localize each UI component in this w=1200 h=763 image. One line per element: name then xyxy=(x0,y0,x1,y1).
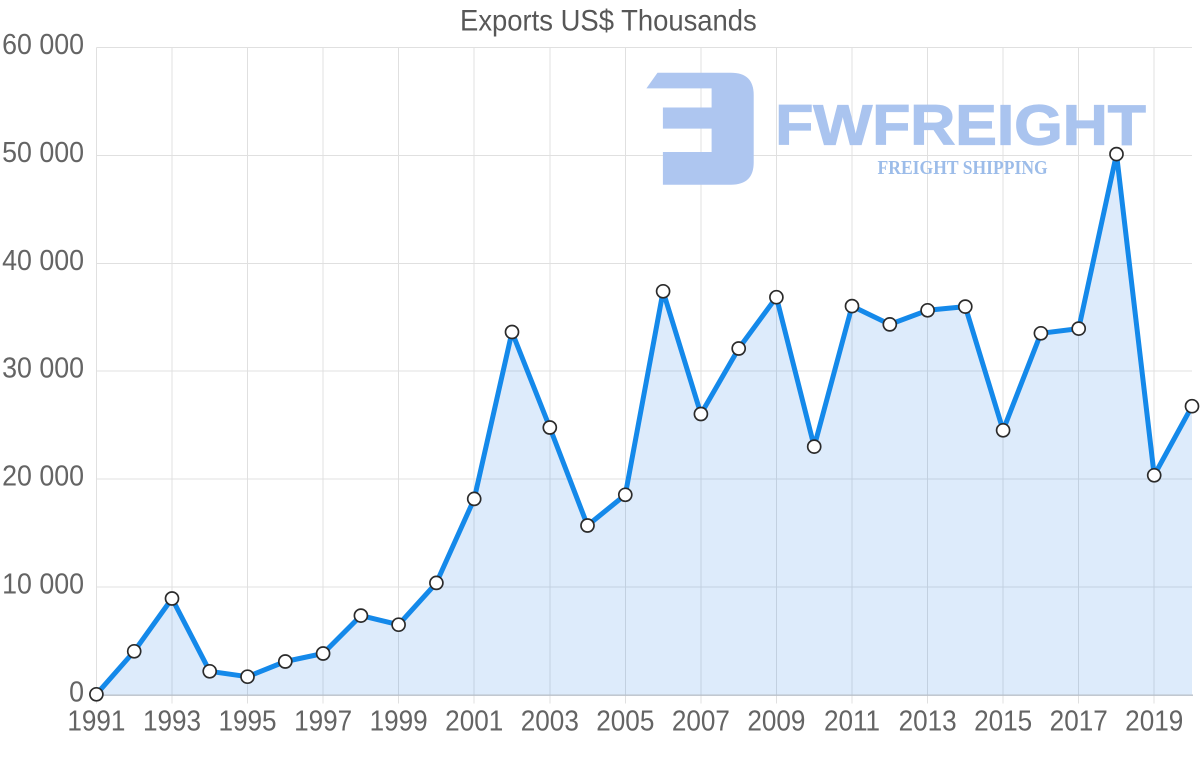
svg-text:40 000: 40 000 xyxy=(2,244,84,276)
svg-text:1999: 1999 xyxy=(370,704,428,737)
svg-text:2017: 2017 xyxy=(1050,704,1108,737)
svg-text:50 000: 50 000 xyxy=(2,136,84,168)
svg-text:FWFREIGHT: FWFREIGHT xyxy=(775,93,1145,157)
svg-text:2005: 2005 xyxy=(596,704,654,737)
svg-text:2015: 2015 xyxy=(974,704,1032,737)
svg-text:Exports US$ Thousands: Exports US$ Thousands xyxy=(460,4,757,37)
svg-text:2009: 2009 xyxy=(747,704,805,737)
svg-text:20 000: 20 000 xyxy=(2,460,84,492)
svg-text:1991: 1991 xyxy=(67,704,125,737)
svg-text:FREIGHT SHIPPING: FREIGHT SHIPPING xyxy=(878,157,1049,179)
svg-text:1993: 1993 xyxy=(143,704,201,737)
svg-text:2007: 2007 xyxy=(672,704,730,737)
svg-text:2001: 2001 xyxy=(445,704,503,737)
svg-text:60 000: 60 000 xyxy=(2,28,84,60)
svg-text:30 000: 30 000 xyxy=(2,352,84,384)
svg-text:10 000: 10 000 xyxy=(2,568,84,600)
svg-text:1997: 1997 xyxy=(294,704,352,737)
svg-text:2003: 2003 xyxy=(521,704,579,737)
svg-text:0: 0 xyxy=(69,676,84,708)
svg-text:2019: 2019 xyxy=(1125,704,1183,737)
svg-text:2011: 2011 xyxy=(824,704,880,737)
svg-text:1995: 1995 xyxy=(218,704,276,737)
svg-text:2013: 2013 xyxy=(899,704,957,737)
